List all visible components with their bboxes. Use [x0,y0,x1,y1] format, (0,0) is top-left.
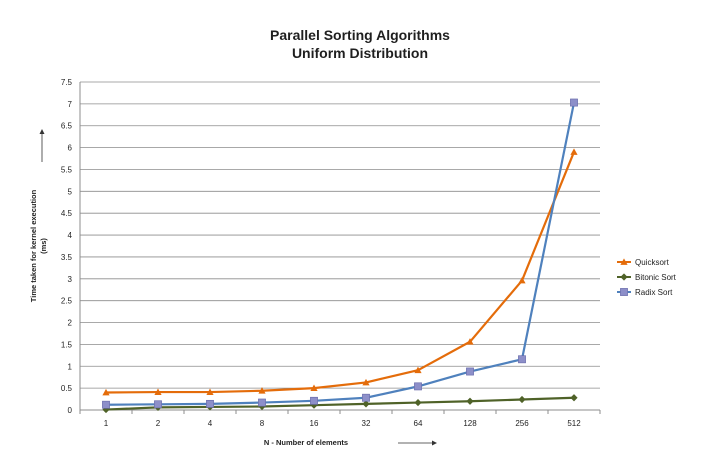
x-tick-label: 2 [156,419,161,428]
y-tick-label: 3 [68,275,73,284]
y-tick-label: 4.5 [61,209,73,218]
radix-sort-point [570,98,578,107]
x-axis-label: N - Number of elements [264,438,348,447]
quicksort-point [466,338,474,345]
radix-sort-point [310,396,318,405]
radix-sort-point [362,393,370,402]
y-tick-label: 2.5 [61,297,73,306]
quicksort-point [518,276,526,284]
legend-label: Radix Sort [635,288,673,297]
quicksort-point [154,388,162,395]
radix-sort-line [105,102,576,406]
radix-sort-point [102,400,110,409]
radix-sort-point [258,398,266,407]
x-tick-label: 128 [463,419,477,428]
x-tick-label: 64 [414,419,423,428]
legend-item-quicksort: Quicksort [617,258,670,267]
y-tick-label: 5 [68,187,73,196]
x-tick-label: 1 [104,419,109,428]
radix-sort-point [206,399,214,408]
x-tick-label: 8 [260,419,265,428]
gridlines [80,81,600,389]
y-tick-label: 1 [68,362,73,371]
bitonic-sort-point [414,398,422,407]
x-tick-label: 4 [208,419,213,428]
legend-item-radix-sort: Radix Sort [617,288,673,297]
x-axis-arrow [398,440,437,446]
y-axis-unit: (ms) [39,238,48,254]
y-tick-label: 2 [68,319,73,328]
y-tick-label: 6.5 [61,122,73,131]
legend-marker [620,258,628,265]
y-tick-label: 7.5 [61,78,73,87]
y-tick-label: 7 [68,100,73,109]
bitonic-sort-point [466,397,474,405]
legend-label: Quicksort [635,258,670,267]
quicksort-point [206,388,214,395]
chart-subtitle: Uniform Distribution [292,45,428,61]
quicksort-line [105,151,576,394]
legend-marker [620,273,628,281]
x-tick-label: 16 [310,419,319,428]
chart-title: Parallel Sorting Algorithms [270,27,450,43]
legend: Quicksort Bitonic Sort Radix Sort [617,258,677,297]
y-tick-label: 1.5 [61,340,73,349]
radix-sort-point [518,355,526,364]
y-tick-label: 0 [68,406,73,415]
y-tick-label: 6 [68,144,73,153]
bitonic-sort-line [105,396,575,411]
quicksort-point [310,384,318,392]
legend-marker [620,288,628,296]
y-tick-label: 4 [68,231,73,240]
series-layer [102,98,578,414]
quicksort-point [362,378,370,386]
y-tick-label: 0.5 [61,384,73,393]
y-axis-label: Time taken for kernel execution [29,189,38,302]
x-tick-label: 32 [362,419,371,428]
bitonic-sort-point [570,394,578,402]
x-tick-label: 512 [567,419,581,428]
radix-sort-point [466,367,474,376]
bitonic-sort-point [102,405,110,414]
quicksort-point [258,387,266,394]
quicksort-point [414,366,422,374]
series-quicksort [102,148,578,396]
y-tick-label: 3.5 [61,253,73,262]
quicksort-point [102,388,110,396]
bitonic-sort-point [362,400,370,408]
series-radix-sort [102,98,578,409]
legend-item-bitonic-sort: Bitonic Sort [617,273,677,282]
quicksort-point [570,148,578,155]
x-tick-labels: 1 2 4 8 16 32 64 128 256 512 [79,410,601,428]
legend-label: Bitonic Sort [635,273,677,282]
radix-sort-point [414,382,422,391]
radix-sort-point [154,400,162,409]
bitonic-sort-point [518,395,526,404]
y-tick-labels: 0 0.5 1 1.5 2 2.5 3 3.5 4 4.5 5 5.5 6 6.5 7 7.5 [61,78,73,415]
y-axis-arrow [39,129,45,162]
x-tick-label: 256 [515,419,529,428]
y-tick-label: 5.5 [61,165,73,174]
